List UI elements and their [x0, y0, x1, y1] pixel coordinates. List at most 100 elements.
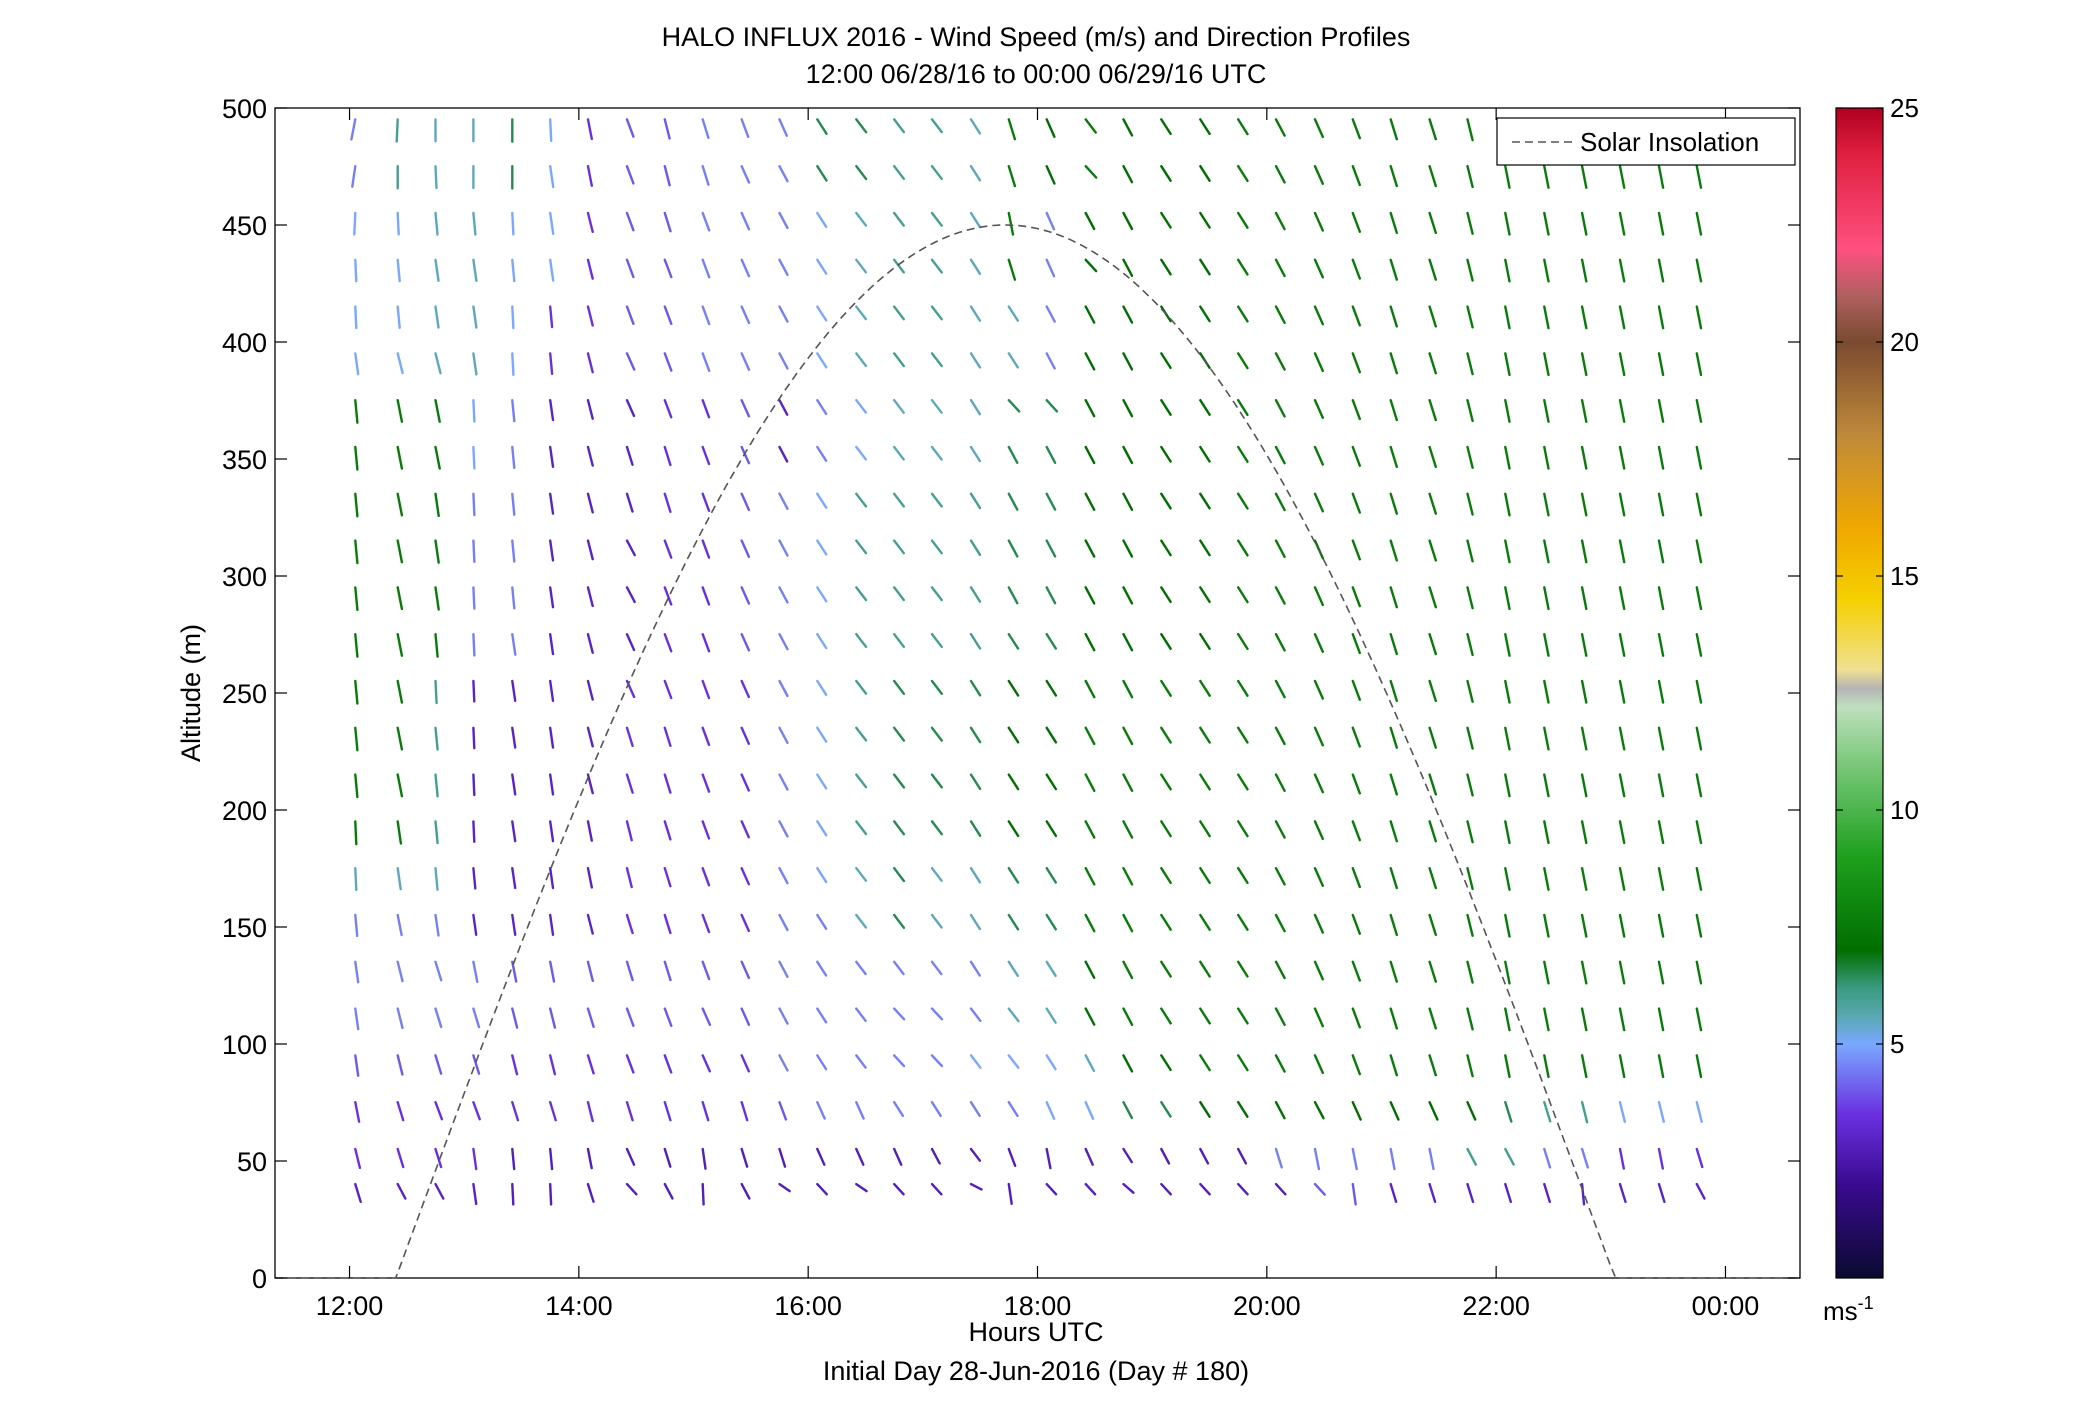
wind-barb — [1236, 633, 1249, 651]
wind-barb — [434, 726, 439, 751]
wind-barb — [1122, 211, 1134, 231]
wind-barb — [855, 913, 868, 929]
wind-barb — [549, 1054, 557, 1076]
wind-barb — [1274, 1007, 1286, 1027]
wind-barb — [472, 726, 476, 750]
wind-barb — [1313, 1054, 1325, 1075]
wind-barb — [1236, 679, 1249, 697]
wind-barb — [701, 305, 711, 326]
wind-barb — [816, 211, 828, 229]
wind-barb — [395, 118, 399, 143]
wind-barb — [1580, 1007, 1588, 1032]
wind-barb — [1618, 399, 1626, 423]
wind-barb — [778, 305, 789, 323]
wind-barb — [1618, 492, 1626, 517]
wind-barb — [1657, 586, 1665, 611]
wind-barb — [354, 726, 359, 752]
wind-barb — [969, 820, 982, 837]
wind-barb — [930, 913, 943, 929]
wind-barb — [1045, 492, 1057, 511]
wind-barb — [434, 445, 441, 470]
y-axis-label: Altitude (m) — [176, 624, 206, 762]
wind-barb — [396, 1007, 404, 1030]
wind-barb — [701, 773, 711, 793]
wind-barb — [1313, 258, 1325, 279]
x-tick-label: 18:00 — [1004, 1291, 1072, 1321]
wind-barb — [778, 211, 789, 230]
wind-barb — [511, 633, 517, 656]
wind-barb — [1045, 305, 1056, 323]
wind-barb — [1274, 445, 1286, 465]
wind-barb — [1543, 726, 1550, 751]
wind-barb — [1657, 820, 1665, 845]
wind-barb — [1313, 305, 1325, 326]
wind-barb — [1695, 913, 1703, 938]
wind-barb — [1504, 399, 1511, 423]
wind-barb — [354, 305, 358, 330]
wind-barb — [1084, 960, 1096, 979]
wind-barb — [1160, 492, 1172, 510]
plot-area — [274, 107, 1801, 1279]
colorbar-tick-label: 15 — [1890, 561, 1919, 591]
wind-barb — [1122, 1182, 1135, 1194]
wind-barb — [663, 352, 673, 372]
wind-barb — [586, 679, 594, 701]
wind-barb — [472, 679, 476, 703]
wind-barb — [1007, 1100, 1019, 1118]
wind-barb — [1389, 726, 1399, 749]
wind-barb — [472, 305, 478, 329]
wind-barb — [969, 1007, 982, 1022]
wind-barb — [1045, 118, 1056, 138]
x-tick-label: 20:00 — [1233, 1291, 1301, 1321]
wind-barb — [1351, 305, 1362, 327]
wind-barb — [434, 586, 440, 611]
wind-barb — [1007, 679, 1020, 697]
wind-barb — [1504, 726, 1511, 751]
wind-barb — [930, 960, 943, 976]
wind-barb — [740, 913, 750, 933]
x-axis-sublabel: Initial Day 28-Jun-2016 (Day # 180) — [823, 1356, 1249, 1386]
wind-barb — [893, 305, 905, 321]
y-tick-label: 100 — [222, 1030, 267, 1060]
wind-barb — [969, 679, 982, 697]
wind-barb — [1084, 820, 1096, 839]
wind-barb — [778, 118, 788, 137]
wind-barb — [354, 773, 359, 799]
wind-barb — [1543, 913, 1550, 938]
wind-barb — [701, 399, 711, 419]
wind-barb — [740, 820, 750, 839]
wind-barb — [1274, 960, 1286, 980]
wind-barb — [1695, 492, 1703, 517]
wind-barb — [1199, 1147, 1210, 1165]
wind-barb — [778, 445, 789, 463]
wind-barb — [893, 586, 905, 602]
wind-barb — [1313, 118, 1325, 139]
wind-barb — [1618, 164, 1626, 189]
wind-barb — [701, 1182, 705, 1206]
wind-barb — [1618, 726, 1626, 751]
wind-barb — [396, 445, 404, 470]
wind-barb — [1122, 492, 1134, 511]
wind-barb — [1313, 1147, 1321, 1171]
wind-barb — [1618, 1182, 1627, 1204]
wind-barb — [1504, 820, 1511, 845]
wind-barb — [663, 867, 672, 888]
wind-barb — [354, 1007, 360, 1031]
wind-barb — [1122, 960, 1134, 980]
wind-barb — [549, 118, 553, 143]
wind-barb — [1274, 211, 1286, 231]
wind-barb — [701, 1007, 712, 1026]
wind-barb — [511, 399, 516, 423]
wind-barb — [1045, 258, 1056, 278]
wind-barb — [434, 164, 438, 190]
wind-barb — [1045, 726, 1058, 744]
wind-barb — [701, 913, 711, 934]
wind-barb — [701, 258, 711, 279]
wind-barb — [1389, 820, 1399, 843]
wind-barb — [1351, 913, 1362, 935]
y-tick-label: 400 — [222, 328, 267, 358]
wind-barb — [1466, 118, 1474, 142]
wind-barb — [1695, 399, 1703, 423]
wind-barb — [701, 1147, 707, 1170]
